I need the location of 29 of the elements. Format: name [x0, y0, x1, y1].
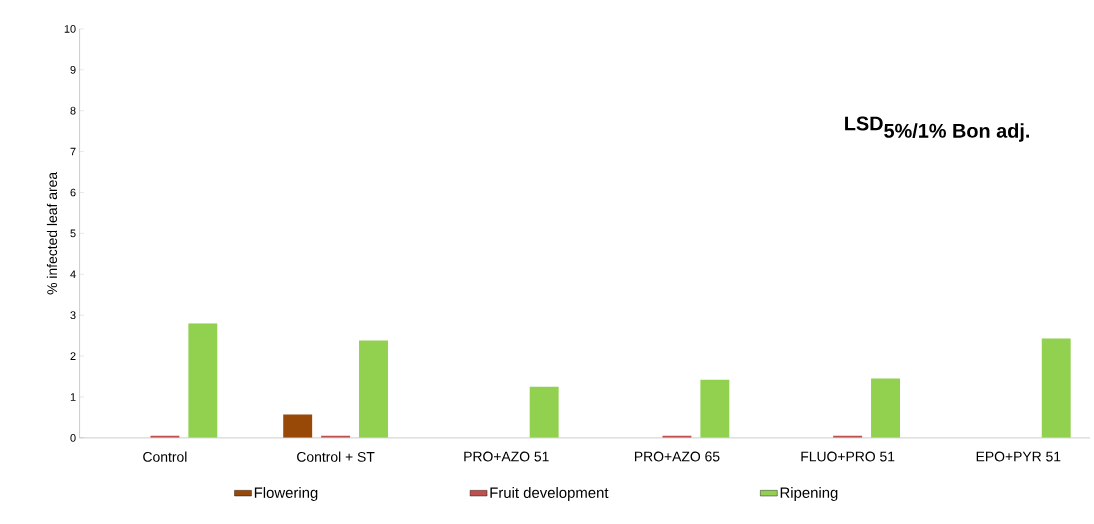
- y-tick-label: 8: [70, 107, 76, 115]
- bar: [871, 378, 900, 439]
- legend-label: Fruit development: [490, 487, 609, 502]
- y-tick-label: 3: [70, 311, 76, 320]
- bar: [359, 340, 388, 439]
- y-tick-label: 1: [70, 393, 76, 401]
- y-tick-label: 4: [70, 270, 76, 279]
- legend-label: Flowering: [254, 487, 318, 502]
- y-axis-title: % infected leaf area: [46, 172, 58, 295]
- bar: [188, 323, 218, 439]
- y-tick-label: 0: [70, 434, 76, 442]
- bar: [283, 414, 313, 439]
- x-tick-label: FLUO+PRO 51: [801, 451, 895, 462]
- x-tick-label: EPO+PYR 51: [976, 451, 1061, 462]
- annotation: $\textbf{LSD}_{\textbf{5\%/1\% Bon adj.}}$: [845, 116, 1030, 142]
- y-tick-label: 10: [64, 25, 76, 33]
- bar: [1041, 338, 1071, 439]
- x-tick-label: PRO+AZO 51: [464, 451, 549, 462]
- y-tick-label: 7: [70, 148, 76, 156]
- x-tick-label: Control + ST: [297, 451, 375, 462]
- x-tick-label: PRO+AZO 65: [634, 451, 720, 462]
- y-tick-label: 6: [70, 188, 76, 197]
- y-tick-label: 9: [70, 66, 76, 74]
- y-tick-label: 2: [70, 352, 76, 361]
- x-tick-label: Control: [143, 451, 187, 462]
- legend-label: Ripening: [780, 487, 838, 502]
- bar: [700, 379, 730, 439]
- bar: [529, 386, 559, 439]
- y-tick-label: 5: [70, 229, 76, 238]
